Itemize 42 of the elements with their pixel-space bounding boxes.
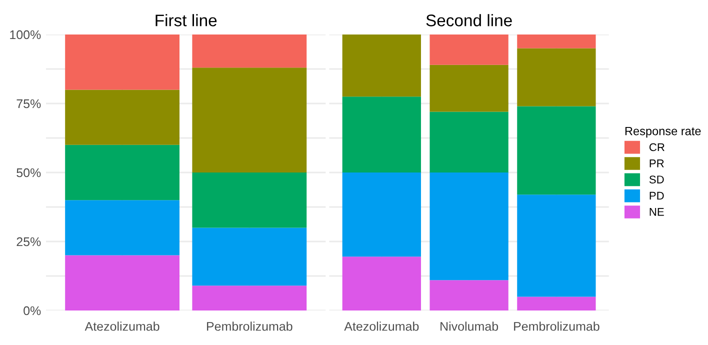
legend-label: CR — [649, 143, 664, 152]
chart-title: First line — [156, 14, 217, 26]
bar — [517, 34, 596, 48]
bar — [517, 48, 596, 106]
legend-label: NE — [650, 208, 664, 216]
bar — [65, 144, 180, 200]
bar — [430, 112, 508, 172]
legend-label: PR — [650, 160, 664, 168]
bar — [430, 64, 508, 112]
bar — [65, 255, 180, 310]
x-tick-label: Pembrolizumab — [514, 322, 600, 331]
bar — [517, 106, 596, 195]
bar — [65, 200, 180, 256]
bar — [65, 90, 180, 145]
y-tick-label: 50% — [16, 168, 41, 178]
bar — [430, 280, 508, 310]
chart-title: Second line — [426, 14, 512, 26]
bar — [342, 256, 421, 310]
y-tick-label: 25% — [16, 237, 41, 246]
bar — [342, 172, 421, 257]
bar — [430, 172, 508, 280]
bar — [430, 34, 508, 65]
bar — [192, 172, 307, 228]
bar — [65, 34, 180, 90]
x-tick-label: Atezolizumab — [344, 322, 419, 331]
legend-label: SD — [649, 176, 664, 184]
y-tick-label: 100% — [10, 30, 41, 40]
x-tick-label: Nivolumab — [440, 322, 498, 331]
legend-label: PD — [650, 192, 664, 200]
x-tick-label: Atezolizumab — [84, 322, 160, 331]
bar — [192, 228, 307, 286]
legend-title: Response rate — [625, 127, 701, 138]
y-tick-label: 0% — [24, 306, 41, 316]
bar — [192, 68, 307, 172]
bar — [517, 194, 596, 297]
y-tick-label: 75% — [16, 99, 41, 108]
x-tick-label: Pembrolizumab — [207, 322, 292, 331]
bar — [192, 34, 307, 68]
bar — [342, 96, 421, 172]
bar — [517, 296, 596, 310]
bar — [342, 34, 421, 97]
bar — [192, 286, 307, 310]
